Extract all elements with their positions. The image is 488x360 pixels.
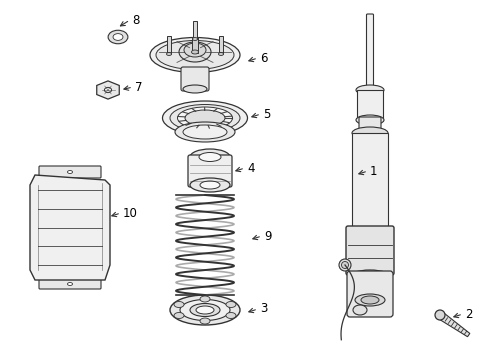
Ellipse shape bbox=[200, 296, 209, 302]
Ellipse shape bbox=[354, 294, 384, 306]
Ellipse shape bbox=[170, 104, 240, 131]
Text: 4: 4 bbox=[246, 162, 254, 175]
Polygon shape bbox=[437, 312, 469, 337]
Ellipse shape bbox=[180, 300, 229, 320]
Ellipse shape bbox=[434, 310, 444, 320]
Ellipse shape bbox=[355, 115, 383, 125]
Ellipse shape bbox=[162, 101, 247, 135]
Ellipse shape bbox=[170, 295, 240, 325]
Ellipse shape bbox=[338, 259, 350, 271]
Text: 10: 10 bbox=[123, 207, 138, 220]
FancyBboxPatch shape bbox=[39, 166, 101, 178]
Ellipse shape bbox=[199, 153, 221, 162]
Ellipse shape bbox=[225, 302, 236, 307]
FancyBboxPatch shape bbox=[39, 279, 101, 289]
Text: 7: 7 bbox=[135, 81, 142, 94]
Ellipse shape bbox=[113, 33, 122, 40]
Bar bbox=[167, 36, 171, 54]
Text: 2: 2 bbox=[464, 307, 471, 320]
Ellipse shape bbox=[174, 302, 183, 307]
Bar bbox=[351, 133, 387, 233]
Text: 8: 8 bbox=[132, 14, 139, 27]
Text: 3: 3 bbox=[260, 302, 267, 315]
Bar bbox=[219, 36, 223, 54]
Bar bbox=[192, 37, 198, 53]
Ellipse shape bbox=[67, 171, 72, 174]
Ellipse shape bbox=[218, 53, 223, 55]
Ellipse shape bbox=[200, 318, 209, 324]
Ellipse shape bbox=[225, 312, 236, 319]
Ellipse shape bbox=[183, 125, 226, 139]
FancyBboxPatch shape bbox=[346, 271, 392, 317]
Ellipse shape bbox=[355, 85, 383, 95]
Ellipse shape bbox=[190, 149, 229, 165]
Ellipse shape bbox=[347, 270, 391, 286]
FancyBboxPatch shape bbox=[181, 67, 208, 91]
Ellipse shape bbox=[175, 122, 235, 142]
Ellipse shape bbox=[190, 178, 229, 192]
Ellipse shape bbox=[156, 41, 234, 69]
Ellipse shape bbox=[67, 283, 72, 285]
Ellipse shape bbox=[179, 42, 210, 62]
FancyBboxPatch shape bbox=[356, 90, 382, 120]
Ellipse shape bbox=[177, 107, 232, 129]
Ellipse shape bbox=[191, 50, 198, 54]
FancyBboxPatch shape bbox=[346, 226, 393, 275]
Ellipse shape bbox=[183, 43, 205, 57]
Polygon shape bbox=[30, 175, 110, 280]
Ellipse shape bbox=[360, 296, 378, 304]
Text: 1: 1 bbox=[369, 165, 377, 177]
Ellipse shape bbox=[183, 85, 206, 93]
Ellipse shape bbox=[196, 306, 214, 314]
FancyBboxPatch shape bbox=[358, 117, 380, 134]
Bar bbox=[193, 21, 197, 39]
Ellipse shape bbox=[190, 303, 220, 316]
Ellipse shape bbox=[352, 305, 366, 315]
FancyBboxPatch shape bbox=[187, 155, 231, 187]
Ellipse shape bbox=[192, 37, 197, 41]
Ellipse shape bbox=[104, 87, 111, 93]
Ellipse shape bbox=[108, 30, 128, 44]
Polygon shape bbox=[97, 81, 119, 99]
Ellipse shape bbox=[200, 181, 220, 189]
Ellipse shape bbox=[150, 37, 240, 72]
Ellipse shape bbox=[174, 312, 183, 319]
Ellipse shape bbox=[166, 53, 171, 55]
Ellipse shape bbox=[351, 127, 387, 139]
Text: 6: 6 bbox=[260, 51, 267, 64]
FancyBboxPatch shape bbox=[366, 14, 373, 91]
Ellipse shape bbox=[184, 110, 224, 126]
Ellipse shape bbox=[341, 261, 348, 269]
Text: 9: 9 bbox=[264, 230, 271, 243]
Ellipse shape bbox=[351, 227, 387, 239]
Text: 5: 5 bbox=[263, 108, 270, 121]
